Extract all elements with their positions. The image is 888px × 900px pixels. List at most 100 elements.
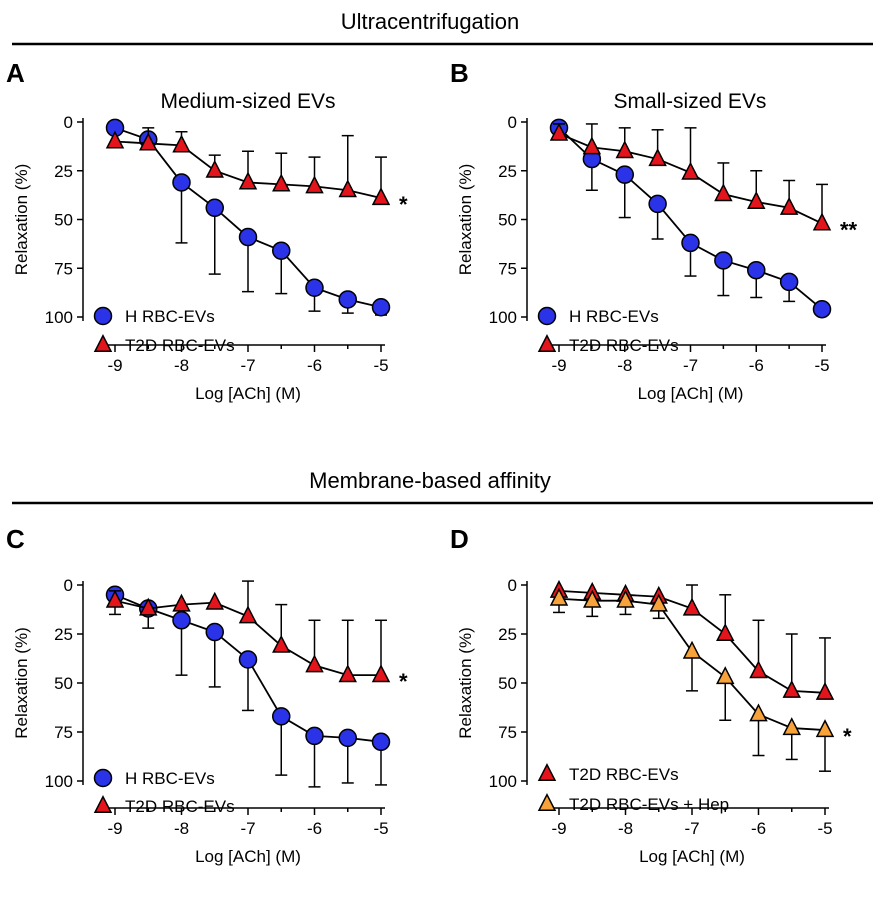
- x-tick-label: -8: [174, 819, 189, 838]
- data-point: [205, 159, 224, 178]
- y-axis-label: Relaxation (%): [456, 164, 475, 276]
- y-tick-label: 75: [498, 723, 517, 742]
- legend-item: T2D RBC-EVs + Hep: [537, 793, 729, 814]
- x-tick-label: -7: [240, 356, 255, 375]
- y-tick-label: 100: [489, 308, 517, 327]
- y-tick-label: 100: [489, 772, 517, 791]
- y-axis-label: Relaxation (%): [12, 627, 31, 739]
- data-point: [749, 703, 768, 722]
- y-axis-label: Relaxation (%): [456, 627, 475, 739]
- data-point: [371, 664, 391, 683]
- data-point: [583, 589, 602, 608]
- legend-label: T2D RBC-EVs: [569, 765, 679, 784]
- data-point: [305, 278, 324, 297]
- x-tick-label: -5: [373, 819, 388, 838]
- legend-label: H RBC-EVs: [125, 307, 215, 326]
- x-tick-label: -9: [551, 356, 566, 375]
- y-tick-label: 25: [498, 162, 517, 181]
- legend-marker: [537, 793, 557, 812]
- panel-letter: A: [6, 58, 25, 88]
- legend-label: H RBC-EVs: [125, 769, 215, 788]
- data-point: [714, 183, 733, 202]
- significance-marker: *: [843, 724, 852, 749]
- data-point: [648, 148, 667, 167]
- x-tick-label: -6: [307, 356, 322, 375]
- data-point: [238, 605, 258, 624]
- x-tick-label: -5: [814, 356, 829, 375]
- data-point: [272, 634, 291, 653]
- data-point: [714, 251, 733, 270]
- data-point: [779, 272, 799, 292]
- data-point: [815, 719, 835, 738]
- data-point: [749, 660, 768, 679]
- data-point: [582, 136, 602, 155]
- data-point: [648, 194, 667, 214]
- x-tick-label: -7: [684, 819, 699, 838]
- panel-letter: C: [6, 524, 25, 554]
- legend-item: T2D RBC-EVs: [93, 334, 235, 355]
- series-t2d-rbc-evs: [549, 122, 832, 231]
- data-point: [779, 196, 799, 215]
- legend-item: T2D RBC-EVs: [537, 334, 679, 355]
- data-point: [338, 728, 357, 748]
- data-point: [272, 173, 291, 192]
- y-tick-label: 50: [54, 674, 73, 693]
- data-point: [681, 233, 700, 253]
- legend-marker: [93, 334, 113, 353]
- data-point: [205, 622, 224, 642]
- data-point: [716, 623, 735, 642]
- data-point: [681, 161, 700, 180]
- data-point: [172, 173, 191, 192]
- data-point: [812, 212, 832, 231]
- x-tick-label: -8: [174, 356, 189, 375]
- x-axis-label: Log [ACh] (M): [195, 847, 301, 866]
- data-point: [549, 122, 569, 141]
- data-point: [305, 654, 324, 673]
- y-tick-label: 0: [64, 113, 73, 132]
- panel-title: Medium-sized EVs: [160, 90, 335, 113]
- legend-item: H RBC-EVs: [537, 306, 659, 326]
- data-point: [338, 290, 357, 309]
- legend-marker: [537, 334, 557, 353]
- x-tick-label: -8: [617, 356, 632, 375]
- y-tick-label: 75: [54, 723, 73, 742]
- x-axis-label: Log [ACh] (M): [195, 384, 301, 403]
- y-tick-label: 25: [498, 625, 517, 644]
- data-point: [371, 298, 391, 317]
- x-tick-label: -6: [751, 819, 766, 838]
- data-point: [371, 187, 391, 206]
- data-point: [238, 171, 258, 190]
- legend-label: T2D RBC-EVs + Hep: [569, 795, 729, 814]
- panel-c: C 0 25 50 75 100 Relaxation (%) -9 -8 -7 -6 -5 Log […: [6, 524, 408, 866]
- legend-marker: [93, 306, 113, 326]
- x-tick-label: -7: [683, 356, 698, 375]
- data-point: [305, 726, 324, 746]
- x-tick-label: -9: [551, 819, 566, 838]
- data-point: [649, 593, 668, 612]
- data-point: [747, 260, 766, 280]
- significance-marker: *: [399, 669, 408, 694]
- data-point: [338, 664, 357, 683]
- panel-b: B Small-sized EVs 0 25 50 75 100 Relaxation (%)…: [450, 58, 858, 403]
- data-point: [172, 593, 191, 612]
- data-point: [238, 227, 258, 247]
- data-point: [105, 589, 125, 608]
- y-tick-label: 100: [45, 308, 73, 327]
- y-tick-label: 50: [498, 674, 517, 693]
- data-point: [172, 611, 191, 630]
- legend-label: H RBC-EVs: [569, 307, 659, 326]
- data-point: [549, 587, 569, 606]
- y-tick-label: 75: [498, 259, 517, 278]
- panel-letter: B: [450, 58, 469, 88]
- data-point: [716, 666, 735, 685]
- y-tick-label: 0: [508, 113, 517, 132]
- panel-title: Small-sized EVs: [614, 90, 767, 113]
- y-tick-label: 50: [498, 211, 517, 230]
- x-tick-label: -5: [817, 819, 832, 838]
- data-point: [615, 140, 634, 159]
- series-t2d-rbc-evs-hep: [549, 587, 835, 772]
- panel-letter: D: [450, 524, 469, 554]
- panel-d: D 0 25 50 75 100 Relaxation (%) -9 -8 -7 -6 -5 Log […: [450, 524, 852, 866]
- legend-item: H RBC-EVs: [93, 306, 215, 326]
- y-tick-label: 25: [54, 625, 73, 644]
